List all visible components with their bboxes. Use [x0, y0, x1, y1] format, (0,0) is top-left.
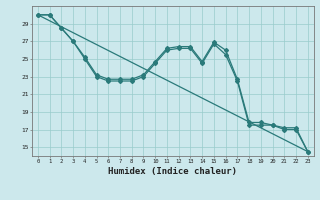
- X-axis label: Humidex (Indice chaleur): Humidex (Indice chaleur): [108, 167, 237, 176]
